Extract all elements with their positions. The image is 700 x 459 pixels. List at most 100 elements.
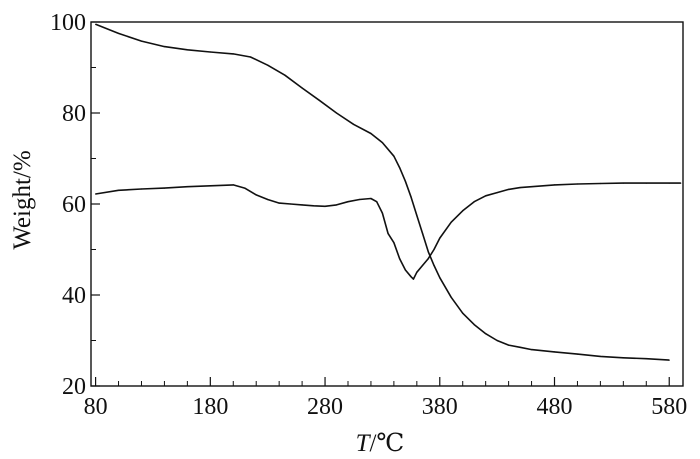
data-point bbox=[267, 198, 269, 201]
data-point bbox=[140, 40, 143, 42]
series-line bbox=[95, 182, 681, 280]
data-point bbox=[485, 195, 487, 197]
y-tick-label: 80 bbox=[62, 101, 86, 127]
data-point bbox=[393, 155, 395, 157]
data-point bbox=[645, 182, 647, 184]
data-point bbox=[284, 74, 286, 76]
data-point bbox=[404, 269, 406, 271]
data-point bbox=[353, 123, 355, 125]
x-tick-label: 380 bbox=[422, 394, 458, 420]
data-point bbox=[519, 346, 521, 348]
data-point bbox=[450, 221, 452, 223]
x-axis-label: T/℃ bbox=[356, 430, 405, 457]
data-point bbox=[680, 182, 682, 184]
data-point bbox=[519, 187, 521, 189]
data-point bbox=[622, 357, 624, 359]
data-point bbox=[393, 242, 395, 244]
data-point bbox=[209, 51, 211, 53]
data-point bbox=[376, 201, 378, 203]
data-point bbox=[450, 296, 452, 298]
data-point bbox=[95, 193, 97, 195]
x-axis-label-symbol: T bbox=[356, 430, 372, 457]
data-point bbox=[249, 56, 252, 58]
y-axis-label: Weight/% bbox=[9, 150, 36, 249]
data-point bbox=[335, 112, 338, 114]
data-point bbox=[387, 233, 389, 235]
data-point bbox=[370, 197, 372, 200]
data-point bbox=[462, 210, 464, 212]
data-point bbox=[416, 271, 418, 273]
data-point bbox=[622, 182, 624, 184]
data-point bbox=[496, 339, 498, 342]
data-point bbox=[301, 204, 303, 206]
data-point bbox=[209, 185, 211, 187]
plot-frame-rect bbox=[90, 21, 684, 387]
data-point bbox=[485, 333, 487, 335]
data-point bbox=[599, 182, 602, 185]
major-ticks bbox=[91, 21, 670, 387]
data-point bbox=[290, 203, 292, 205]
data-point bbox=[427, 251, 429, 253]
x-tick-label: 280 bbox=[307, 394, 343, 420]
series-line bbox=[95, 23, 670, 361]
x-tick-label: 580 bbox=[651, 394, 687, 420]
data-point bbox=[462, 312, 464, 314]
data-point bbox=[473, 201, 475, 203]
data-point bbox=[508, 344, 510, 346]
data-point bbox=[422, 233, 424, 235]
x-tick-label: 80 bbox=[84, 394, 108, 420]
data-point bbox=[599, 355, 602, 357]
data-point bbox=[278, 202, 280, 204]
series-1 bbox=[95, 23, 670, 361]
data-point bbox=[473, 324, 475, 326]
data-point bbox=[422, 264, 424, 266]
data-point bbox=[301, 87, 303, 89]
y-tick-label: 60 bbox=[62, 192, 86, 218]
y-tick-label: 100 bbox=[50, 10, 86, 36]
y-tick-label: 40 bbox=[62, 283, 86, 309]
data-point bbox=[576, 353, 579, 355]
data-point bbox=[186, 49, 188, 51]
data-point bbox=[496, 192, 498, 194]
data-point bbox=[412, 278, 414, 280]
plot-frame bbox=[90, 21, 684, 387]
data-point bbox=[416, 214, 418, 216]
data-point bbox=[553, 351, 556, 353]
x-axis-label-unit: /℃ bbox=[369, 430, 404, 457]
data-point bbox=[531, 349, 533, 351]
tick-labels: 80 180 280 380 480 580 20 40 60 80 100 bbox=[50, 10, 687, 420]
data-point bbox=[404, 180, 406, 182]
data-point bbox=[381, 142, 383, 144]
data-point bbox=[313, 205, 315, 207]
data-point bbox=[163, 187, 165, 189]
data-point bbox=[433, 248, 435, 251]
data-point bbox=[410, 276, 412, 278]
series-2 bbox=[95, 182, 682, 280]
data-point bbox=[117, 32, 120, 35]
data-point bbox=[576, 183, 579, 185]
data-point bbox=[255, 194, 257, 196]
data-point bbox=[163, 46, 165, 48]
data-point bbox=[439, 237, 441, 239]
data-point bbox=[508, 188, 510, 190]
data-point bbox=[439, 277, 441, 279]
data-point bbox=[267, 64, 269, 66]
data-point bbox=[553, 184, 556, 186]
data-point bbox=[668, 359, 670, 361]
data-point bbox=[117, 189, 120, 191]
data-point bbox=[140, 188, 143, 190]
data-point bbox=[410, 196, 412, 198]
data-point bbox=[324, 205, 326, 207]
data-point bbox=[668, 182, 670, 184]
data-point bbox=[399, 258, 401, 260]
data-point bbox=[232, 53, 234, 55]
data-point bbox=[232, 184, 234, 186]
data-point bbox=[645, 358, 647, 360]
minor-ticks bbox=[91, 67, 647, 386]
data-point bbox=[433, 264, 435, 266]
data-point bbox=[95, 23, 97, 25]
data-point bbox=[427, 258, 429, 260]
data-point bbox=[335, 204, 338, 206]
data-point bbox=[186, 186, 188, 188]
